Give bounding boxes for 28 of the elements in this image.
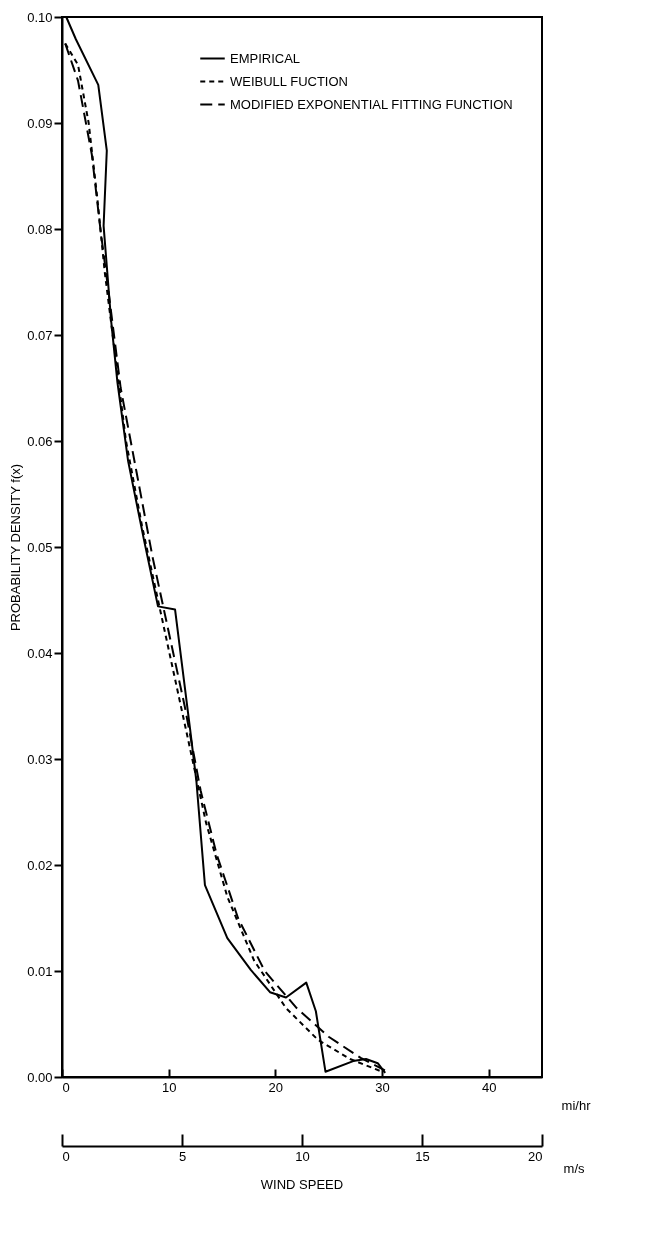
x2-tick-label: 10 bbox=[295, 1148, 310, 1164]
x-tick-label: 10 bbox=[161, 1079, 177, 1095]
x-tick-label: 30 bbox=[375, 1079, 390, 1095]
y-tick-label: 0.03 bbox=[27, 751, 53, 767]
x2-tick-label: 20 bbox=[528, 1148, 543, 1164]
x-tick-label: 20 bbox=[268, 1079, 284, 1095]
y-tick-label: 0.02 bbox=[27, 857, 53, 873]
x2-tick-label: 15 bbox=[415, 1148, 430, 1164]
y-tick-label: 0.07 bbox=[27, 327, 53, 343]
x-tick-label: 0 bbox=[62, 1079, 70, 1095]
text: WIND SPEED bbox=[260, 1177, 344, 1192]
legend-label: WEIBULL FUCTION bbox=[230, 73, 348, 89]
y-axis-title: PROBABILITY DENSITY f(x) bbox=[8, 463, 24, 632]
legend-label: MODIFIED EXPONENTIAL FITTING FUNCTION bbox=[230, 96, 513, 112]
x2-tick-label: 0 bbox=[62, 1148, 70, 1164]
y-tick-label: 0.09 bbox=[27, 115, 53, 131]
y-tick-label: 0.04 bbox=[27, 645, 53, 661]
y-tick-label: 0.06 bbox=[27, 433, 53, 449]
x-tick-label: 40 bbox=[481, 1079, 497, 1095]
y-tick-label: 0.10 bbox=[27, 9, 53, 25]
x2-tick-label: 5 bbox=[178, 1148, 187, 1164]
y-tick-label: 0.01 bbox=[27, 963, 53, 979]
legend-label: EMPIRICAL bbox=[230, 50, 301, 66]
y-tick-label: 0.08 bbox=[27, 221, 53, 237]
y-tick-label: 0.00 bbox=[27, 1069, 53, 1085]
y-tick-label: 0.05 bbox=[27, 539, 53, 555]
x-axis-title: mi/hr bbox=[561, 1097, 592, 1113]
x2-axis-title: m/s bbox=[563, 1160, 585, 1176]
